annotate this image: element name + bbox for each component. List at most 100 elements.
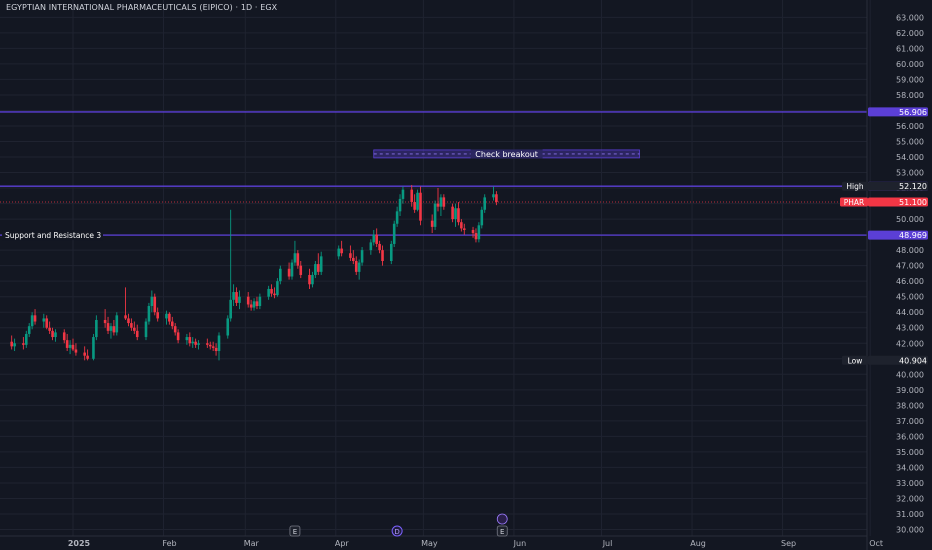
candle-body: [144, 321, 148, 338]
candle-body: [279, 268, 282, 282]
candle-body: [165, 313, 168, 319]
candle-body: [416, 192, 419, 210]
candle-body: [33, 315, 37, 322]
candle-body: [13, 343, 16, 347]
candle-body: [71, 344, 75, 350]
candle-body: [413, 202, 416, 210]
candle-body: [197, 343, 200, 345]
candle-body: [460, 222, 463, 229]
candle-body: [65, 340, 69, 348]
candle-body: [191, 341, 195, 344]
candle-body: [296, 253, 300, 266]
candle-body: [10, 341, 13, 347]
y-tick-label: 33.000: [896, 479, 924, 488]
candle-body: [454, 208, 457, 220]
candle-body: [214, 347, 218, 352]
candle-body: [42, 318, 46, 322]
check-breakout-label-bg: [470, 149, 543, 159]
candle-body: [270, 288, 273, 294]
price-labels-layer: 56.90652.12048.969High52.120PHAR51.100Lo…: [840, 107, 928, 365]
candle-body: [369, 242, 373, 251]
y-tick-label: 35.000: [896, 448, 924, 457]
candle-body: [381, 250, 384, 262]
candle-body: [51, 330, 54, 338]
chart-title: EGYPTIAN INTERNATIONAL PHARMACEUTICALS (…: [6, 3, 278, 12]
candle-body: [349, 253, 352, 258]
candle-body: [273, 293, 276, 296]
x-tick-label: Sep: [781, 539, 796, 548]
earnings-marker: [289, 525, 301, 537]
candle-body: [492, 194, 495, 198]
candle-body: [115, 315, 119, 333]
price-label-name-bg: [842, 181, 868, 191]
x-tick-label: May: [421, 539, 438, 548]
candle-body: [299, 265, 303, 275]
y-tick-label: 45.000: [896, 293, 924, 302]
x-tick-label: Jul: [602, 539, 613, 548]
candle-body: [290, 262, 294, 277]
x-tick-label: 2025: [68, 539, 91, 548]
y-tick-label: 60.000: [896, 60, 924, 69]
earnings-marker-letter: E: [500, 528, 504, 536]
candle-body: [83, 352, 86, 356]
candle-body: [287, 268, 291, 277]
candle-body: [208, 344, 212, 347]
price-label-value: 51.100: [899, 198, 927, 207]
candle-body: [206, 343, 209, 345]
x-tick-label: Aug: [690, 539, 706, 548]
level-price-label: 56.906: [899, 108, 927, 117]
y-tick-label: 56.000: [896, 122, 924, 131]
y-tick-label: 37.000: [896, 417, 924, 426]
candle-body: [112, 326, 116, 333]
earnings-marker-letter: E: [293, 528, 297, 536]
candle-body: [474, 233, 478, 240]
y-tick-label: 36.000: [896, 432, 924, 441]
candle-body: [109, 326, 113, 331]
candle-body: [48, 327, 51, 331]
y-tick-label: 53.000: [896, 169, 924, 178]
candle-body: [252, 301, 256, 308]
candle-body: [150, 296, 154, 307]
level-text-bg: [2, 230, 103, 241]
price-label-value: 40.904: [899, 356, 927, 365]
candle-body: [495, 194, 498, 203]
y-tick-label: 62.000: [896, 29, 924, 38]
candle-body: [194, 341, 197, 345]
price-label-name: Low: [848, 356, 863, 365]
level-text: Support and Resistance 3: [5, 231, 101, 240]
candle-body: [375, 234, 378, 244]
earnings-marker: [496, 525, 508, 537]
candle-body: [398, 198, 402, 212]
candle-body: [217, 335, 221, 352]
candle-body: [360, 250, 364, 263]
y-tick-label: 47.000: [896, 262, 924, 271]
candle-body: [319, 256, 323, 272]
candle-body: [430, 220, 434, 227]
candle-body: [229, 299, 232, 319]
candle-body: [372, 234, 376, 243]
y-tick-label: 30.000: [896, 526, 924, 535]
candle-body: [22, 343, 25, 345]
price-label-name: PHAR: [844, 198, 865, 207]
candle-body: [133, 327, 136, 331]
candle-body: [267, 288, 270, 297]
x-tick-label: Feb: [162, 539, 176, 548]
y-tick-label: 38.000: [896, 401, 924, 410]
x-tick-label: Jun: [513, 539, 527, 548]
candle-body: [62, 332, 66, 341]
candle-body: [246, 296, 250, 305]
candle-body: [188, 337, 192, 344]
candle-body: [30, 315, 34, 327]
candle-body: [45, 318, 49, 328]
candle-body: [439, 197, 443, 207]
candle-body: [249, 304, 253, 308]
candle-body: [24, 333, 28, 345]
candle-body: [311, 274, 314, 285]
candle-body: [238, 296, 241, 303]
candle-body: [185, 337, 189, 341]
candle-body: [211, 346, 215, 348]
candle-body: [255, 301, 259, 307]
